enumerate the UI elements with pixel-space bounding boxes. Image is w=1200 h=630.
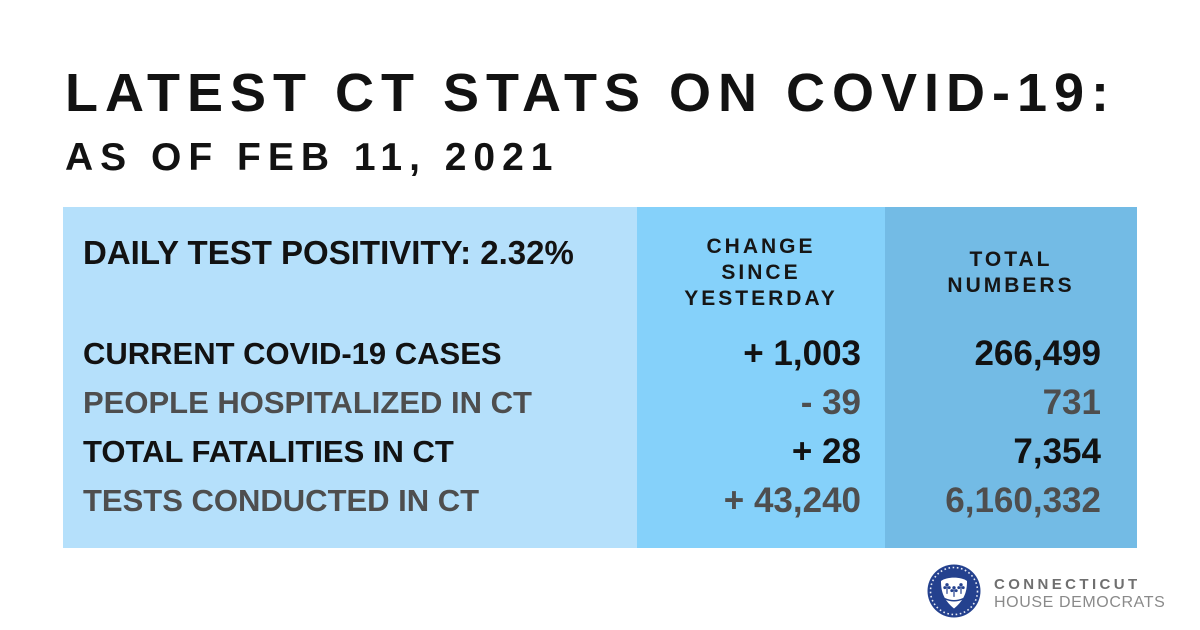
metrics-column: DAILY TEST POSITIVITY: 2.32% CURRENT COV… [63,207,637,548]
change-value-hospitalized: - 39 [800,383,861,422]
total-column: TOTAL NUMBERS 266,499 731 7,354 6,160,33… [885,207,1137,548]
change-value-tests: + 43,240 [723,481,861,520]
change-header-line-1: CHANGE [706,235,816,258]
daily-test-positivity-label: DAILY TEST POSITIVITY: 2.32% [83,234,574,271]
change-column-header: CHANGE SINCE YESTERDAY [637,207,885,312]
total-header-line-2: NUMBERS [947,274,1075,297]
connecticut-seal-icon [925,562,983,625]
total-header-line-1: TOTAL [969,248,1053,271]
total-column-header: TOTAL NUMBERS [885,207,1137,299]
page-title: LATEST CT STATS ON COVID-19: [65,63,1117,123]
logo-org-name: CONNECTICUT [994,575,1141,593]
logo-text: CONNECTICUT HOUSE DEMOCRATS [994,576,1165,612]
logo-org-subname: HOUSE DEMOCRATS [994,593,1166,611]
total-value-hospitalized: 731 [1042,383,1101,422]
row-label-current-cases: CURRENT COVID-19 CASES [83,336,502,371]
change-value-current-cases: + 1,003 [743,334,861,373]
row-label-fatalities: TOTAL FATALITIES IN CT [83,434,454,469]
row-label-tests: TESTS CONDUCTED IN CT [83,483,480,518]
total-value-fatalities: 7,354 [1013,432,1101,471]
chd-logo: CONNECTICUT HOUSE DEMOCRATS [925,562,1165,625]
change-header-line-2: SINCE [721,261,801,284]
total-value-current-cases: 266,499 [974,334,1101,373]
change-value-fatalities: + 28 [791,432,861,471]
change-header-line-3: YESTERDAY [684,287,838,310]
change-column: CHANGE SINCE YESTERDAY + 1,003 - 39 + 28… [637,207,885,548]
total-value-tests: 6,160,332 [945,481,1101,520]
page-subtitle: AS OF FEB 11, 2021 [65,136,560,179]
row-label-hospitalized: PEOPLE HOSPITALIZED IN CT [83,385,532,420]
stats-table: DAILY TEST POSITIVITY: 2.32% CURRENT COV… [63,207,1137,548]
